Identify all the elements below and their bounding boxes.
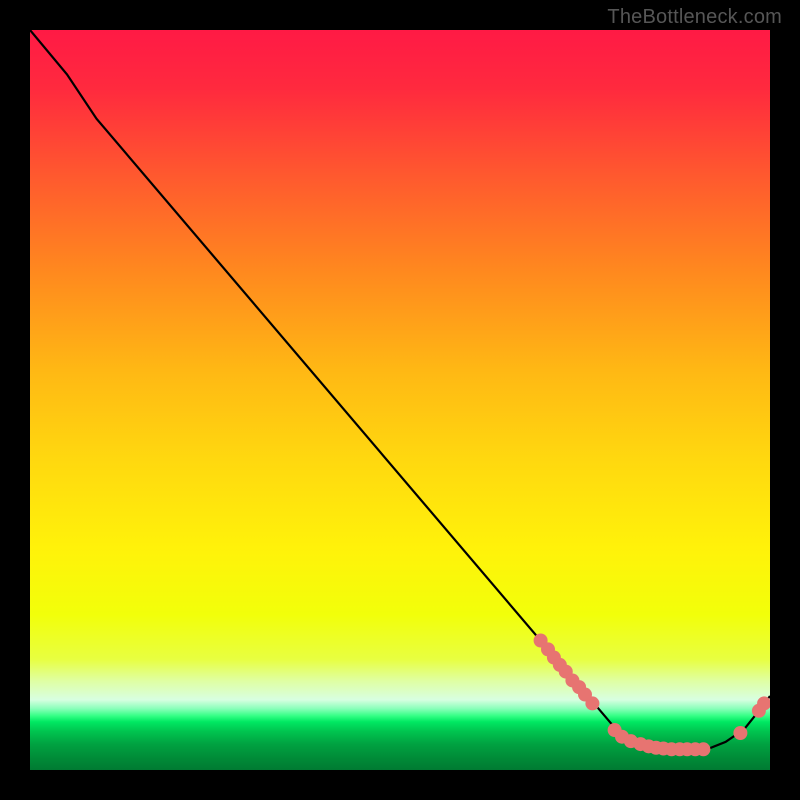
chart-svg bbox=[0, 0, 800, 800]
plot-background bbox=[30, 30, 770, 770]
curve-marker bbox=[733, 726, 747, 740]
chart-root: TheBottleneck.com bbox=[0, 0, 800, 800]
curve-marker bbox=[585, 696, 599, 710]
curve-marker bbox=[696, 742, 710, 756]
curve-marker bbox=[757, 696, 771, 710]
